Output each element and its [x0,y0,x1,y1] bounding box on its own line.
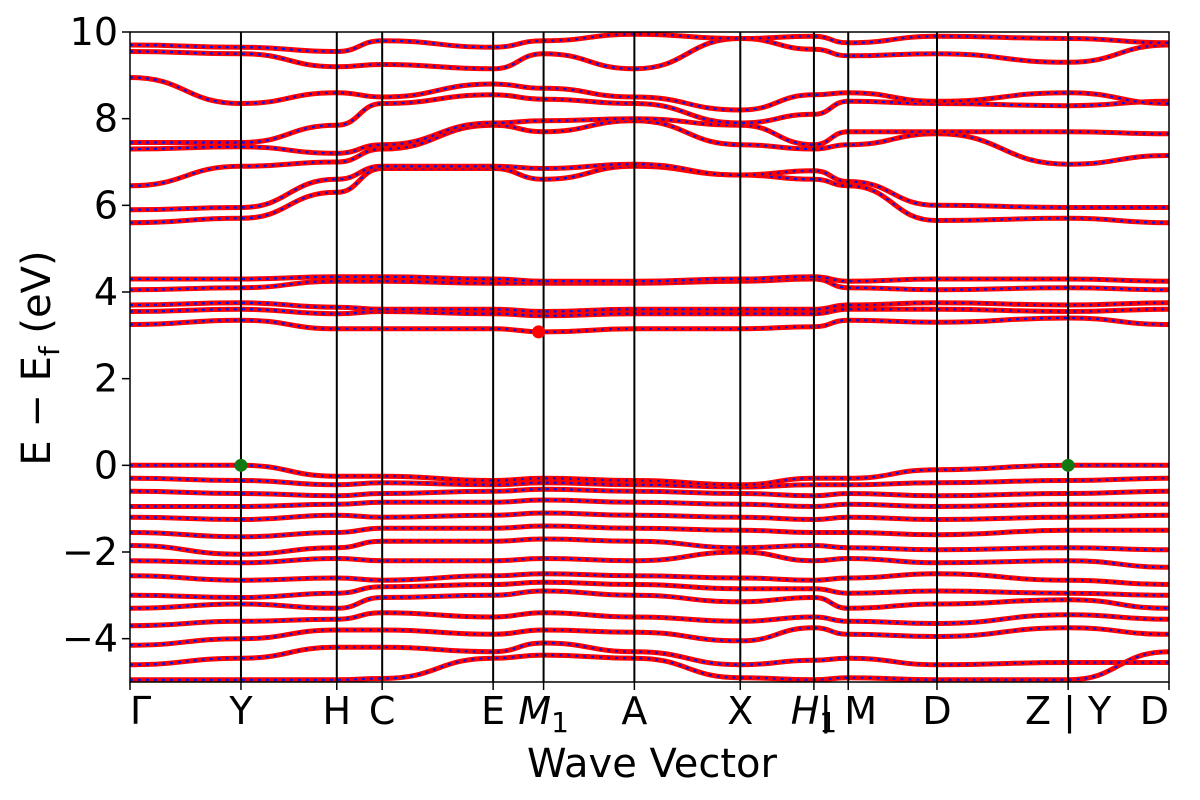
x-axis-title: Wave Vector [527,741,778,787]
y-tick-label-0: −4 [62,617,118,661]
vbm-marker-1 [1061,458,1075,472]
x-tick-label-10: D [922,689,951,733]
band-line-21 [130,161,1169,213]
band-line-overlay-25 [130,76,1169,112]
y-axis-title-main: E − E [14,356,60,466]
x-tick-label-12: D [1140,689,1169,733]
band-line-3 [130,610,1169,629]
y-tick-label-5: 6 [94,183,118,227]
cbm-marker-2 [532,325,546,339]
x-tick-label-8: H1 [791,689,837,739]
high-symmetry-lines [239,32,1070,682]
x-tick-label-11: Z | Y [1025,689,1112,734]
band-line-19 [130,274,1169,284]
y-axis-title: E − Ef (eV) [14,250,66,465]
x-tick-label-7: X [727,689,753,733]
plot-frame [129,31,1170,683]
band-line-overlay-20 [130,165,1169,224]
y-tick-label-6: 8 [94,97,118,141]
x-tick-label-1: Y [228,689,253,733]
band-line-overlay-7 [130,550,1169,569]
band-line-overlay-23 [130,117,1169,155]
band-line-overlay-2 [130,626,1169,647]
x-tick-label-4: E [481,689,505,733]
band-line-11 [130,497,1169,510]
x-tick-label-2: H [323,689,352,733]
y-tick-label-7: 10 [70,10,118,54]
x-tick-label-9: | M [819,689,877,734]
y-tick-label-4: 4 [94,270,118,314]
y-tick-label-2: 0 [94,443,118,487]
band-line-24 [130,92,1169,146]
x-tick-label-6: A [621,689,647,733]
y-axis-title-unit: (eV) [14,250,60,346]
vbm-marker-0 [234,458,248,472]
band-line-10 [130,510,1169,523]
y-tick-label-1: −2 [62,530,118,574]
x-axis-ticks: Γ Y H C E M1 A X H1| M D Z | Y D [129,682,1170,739]
x-tick-label-5: M1 [518,689,569,739]
band-line-overlay-26 [130,37,1169,70]
y-axis-title-subscript: f [33,345,66,356]
x-tick-label-0: Γ [130,689,151,733]
band-line-12 [130,486,1169,499]
y-axis-ticks: −4 −2 0 2 4 6 8 10 [62,10,130,661]
extrema-markers [234,325,1075,472]
x-tick-label-3: C [369,689,396,733]
band-line-26 [130,35,1169,72]
band-line-overlay-3 [130,611,1169,627]
band-line-2 [130,625,1169,648]
band-line-overlay-21 [130,163,1169,211]
band-line-7 [130,549,1169,570]
band-lines [130,32,1169,682]
y-tick-label-3: 2 [94,357,118,401]
band-line-1 [130,640,1169,668]
band-line-6 [130,571,1169,587]
band-line-27 [130,32,1169,55]
